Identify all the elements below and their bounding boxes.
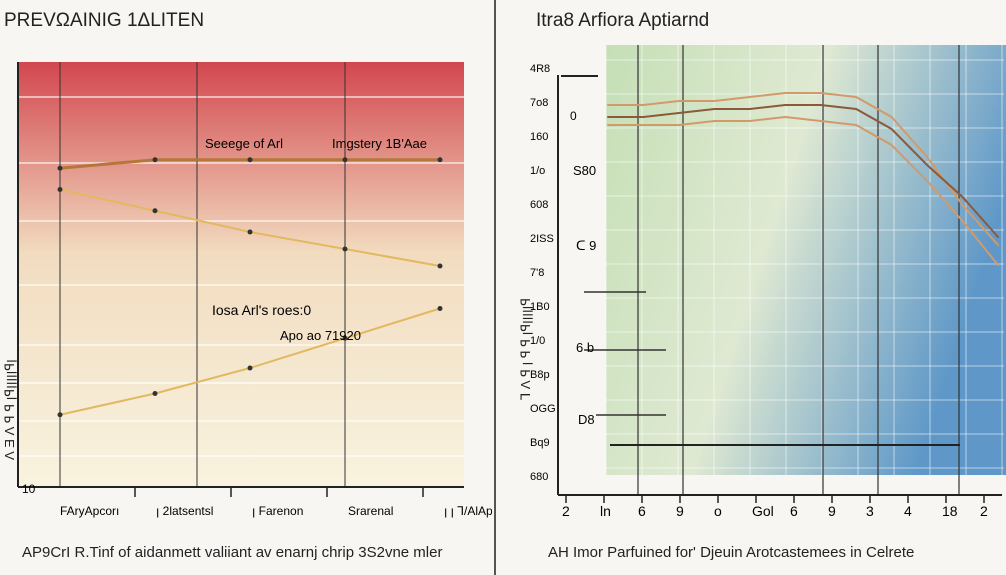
- right-x-tick-label: 6: [790, 503, 798, 519]
- right-chart: 4R8 7o8 160 1/o 608 2ISS 7'8 1B0 1/0 B8p OGG Bq9 680…: [530, 45, 1006, 519]
- left-x-tick-label: ꞁ Farenon: [252, 504, 303, 518]
- right-y-tick-label: 608: [530, 199, 548, 211]
- right-y-tick-label: 7'8: [530, 267, 544, 279]
- left-chart-caption: AP9CrI R.Tinf of aidanmett valiiant av e…: [22, 544, 443, 561]
- left-x-tick-label: ꞁ 2latsentsl: [156, 504, 213, 518]
- right-series: [607, 92, 999, 266]
- left-x-ticks: FAryApcorı ꞁ 2latsentsl ꞁ Farenon Srarenal ꞁ…: [60, 487, 492, 518]
- right-point-label-5: D8: [578, 412, 595, 427]
- left-x-tick-label: ꞁ ꞁ Ꞁ/AlApone: [444, 504, 492, 518]
- right-y-tick-label: B8p: [530, 369, 550, 381]
- left-data-point: [342, 246, 348, 252]
- left-plot-background: [18, 62, 464, 487]
- left-x-tick-label: Srarenal: [348, 504, 393, 518]
- left-data-point: [57, 165, 63, 171]
- left-annotation-1: Seeege of Arl: [205, 136, 283, 151]
- right-point-label-3: ᑕ 9: [576, 238, 596, 253]
- right-y-tick-label: 1/o: [530, 165, 545, 177]
- right-y-tick-label: 160: [530, 131, 548, 143]
- right-chart-title: Itra8 Arfiora Aptiarnd: [536, 10, 710, 31]
- left-data-point: [57, 412, 63, 418]
- left-data-point: [57, 187, 63, 192]
- left-data-point: [342, 157, 348, 163]
- right-y-tick-label: Bq9: [530, 437, 550, 449]
- right-plot-background: [606, 45, 1006, 475]
- right-chart-panel: Itra8 Arfiora Aptiarnd Ꞁ Ʌ ꟼ ꞁ ꟼ ꟼ ꞁꟼꞁꞁꞁ…: [498, 0, 1006, 575]
- right-x-tick-label: 18: [942, 503, 958, 519]
- left-data-point: [437, 263, 443, 269]
- right-y-ticks: 4R8 7o8 160 1/o 608 2ISS 7'8 1B0 1/0 B8p OGG Bq9 680: [530, 63, 556, 483]
- right-x-tick-label: Gol: [752, 503, 774, 519]
- right-x-tick-label: 9: [828, 503, 836, 519]
- right-x-tick-label: 2: [980, 503, 988, 519]
- left-data-point: [247, 157, 253, 163]
- right-y-tick-label: 680: [530, 471, 548, 483]
- right-x-tick-label: 2: [562, 503, 570, 519]
- right-series-line: [607, 92, 999, 246]
- left-data-point: [437, 157, 443, 163]
- left-series: [57, 157, 443, 418]
- left-annotation-2: Imgstery 1B'Aae: [332, 136, 427, 151]
- right-y-tick-label: 4R8: [530, 63, 550, 75]
- right-point-label-2: S80: [573, 163, 596, 178]
- right-y-tick-label: 7o8: [530, 97, 548, 109]
- right-x-tick-label: 6: [638, 503, 646, 519]
- left-data-point: [152, 391, 158, 396]
- left-annotation-4: Apo ao 71920: [280, 328, 361, 343]
- left-y-tick: 10: [22, 482, 36, 496]
- left-chart: 10 Seeege of Arl Imgstery 1B'Aae Iosa Ar…: [17, 62, 492, 518]
- right-x-tick-label: o: [714, 503, 722, 519]
- right-point-label-1: 0: [570, 109, 577, 123]
- right-y-tick-label: 1/0: [530, 335, 545, 347]
- right-y-tick-label: OGG: [530, 403, 556, 415]
- right-x-tick-label: 4: [904, 503, 912, 519]
- right-x-tick-label: 3: [866, 503, 874, 519]
- right-series-line: [607, 115, 999, 266]
- left-chart-panel: PREVΩAINIG 1ΔLITEN Ʌ Ǝ Ʌ ꟼ ꟼ ꞁꟼꞁꞁꞁꞁꞁꟼꞁ 1…: [0, 0, 492, 575]
- right-y-tick-label: 2ISS: [530, 233, 554, 245]
- right-chart-caption: AH Imor Parfuined for' Djeuin Arotcastem…: [548, 544, 915, 561]
- right-series-line: [607, 104, 999, 238]
- right-x-tick-label: ln: [600, 503, 611, 519]
- right-point-label-4: 6 b: [576, 340, 594, 355]
- right-y-tick-label: 1B0: [530, 301, 550, 313]
- left-x-tick-label: FAryApcorı: [60, 504, 119, 518]
- panel-divider: [494, 0, 496, 575]
- right-x-tick-label: 9: [676, 503, 684, 519]
- right-x-ticks: 2 ln 6 9 o Gol 6 9 3 4 18 2: [562, 495, 988, 519]
- left-data-point: [152, 157, 158, 163]
- left-annotation-3: Iosa Arl's roes:0: [212, 302, 311, 318]
- left-data-point: [437, 306, 443, 311]
- left-data-point: [342, 335, 348, 341]
- left-data-point: [247, 229, 253, 235]
- left-data-point: [247, 365, 253, 371]
- left-grid: [18, 62, 464, 487]
- left-data-point: [152, 208, 158, 214]
- left-chart-title: PREVΩAINIG 1ΔLITEN: [4, 10, 205, 31]
